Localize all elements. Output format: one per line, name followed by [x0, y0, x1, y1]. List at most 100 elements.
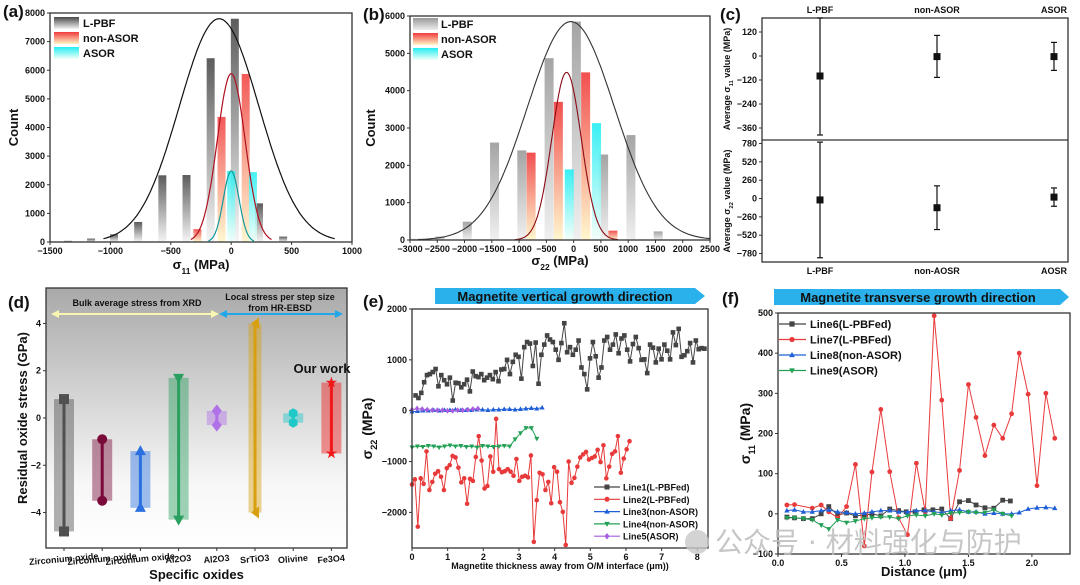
- histogram-bar-l-pbf: [599, 154, 609, 240]
- data-point: [484, 375, 490, 380]
- y-tick-label: 780: [742, 139, 757, 149]
- data-point: [673, 342, 679, 348]
- y-axis-label: σ22 (MPa): [359, 398, 379, 460]
- range-marker-max: [251, 317, 259, 330]
- data-point: [560, 509, 566, 515]
- data-point: [878, 507, 884, 513]
- data-point: [982, 453, 988, 458]
- x-tick-label: 4: [552, 552, 557, 562]
- x-tick-label: −2000: [452, 244, 477, 254]
- watermark-text: 公众号 · 材料强化与防护: [715, 526, 1022, 559]
- data-point: [455, 407, 460, 414]
- data-point: [527, 341, 533, 346]
- data-point: [424, 372, 430, 378]
- data-point: [540, 471, 545, 477]
- legend-swatch: [413, 48, 438, 60]
- category-label: Olivine: [278, 553, 309, 566]
- data-point: [595, 447, 600, 453]
- histogram-bar-asor: [564, 169, 574, 240]
- data-point: [496, 406, 502, 412]
- data-point: [606, 464, 612, 469]
- data-point: [569, 480, 574, 486]
- data-point: [599, 365, 604, 370]
- data-point: [463, 444, 469, 450]
- our-work-label: Our work: [293, 361, 351, 376]
- data-point: [590, 339, 596, 345]
- x-axis-label: Specific oxides: [149, 567, 244, 582]
- data-point: [948, 511, 954, 516]
- data-point: [584, 387, 590, 392]
- x-tick-label: 3: [516, 552, 521, 562]
- data-point: [1052, 435, 1058, 441]
- gaussian-fit-l-pbf: [418, 21, 711, 241]
- data-point: [528, 453, 534, 458]
- histogram-bar-l-pbf: [490, 142, 500, 240]
- y-tick-label: 2000: [387, 304, 407, 314]
- range-marker-min: [325, 447, 338, 459]
- legend-marker: [604, 508, 610, 514]
- histogram-bar-asor: [227, 171, 236, 242]
- data-point: [501, 406, 507, 412]
- y-axis-label: Average σ11 value (MPa): [722, 28, 735, 131]
- data-point: [493, 416, 499, 422]
- xrd-annotation: Bulk average stress from XRD: [72, 298, 202, 308]
- mean-marker: [1050, 193, 1058, 201]
- data-point: [690, 360, 696, 365]
- x-tick-label: −500: [161, 246, 181, 256]
- panel-label: (f): [722, 289, 739, 308]
- data-point: [460, 407, 466, 414]
- data-point: [564, 349, 570, 355]
- data-point: [670, 330, 676, 335]
- data-point: [861, 512, 867, 518]
- data-point: [966, 498, 971, 503]
- data-point: [480, 443, 486, 449]
- data-point: [598, 459, 603, 465]
- data-point: [922, 513, 928, 519]
- data-point: [548, 500, 554, 506]
- x-tick-label: 1.0: [899, 558, 912, 568]
- data-point: [607, 347, 613, 352]
- data-point: [470, 478, 476, 484]
- legend-label: L-PBF: [441, 19, 474, 31]
- legend-marker: [789, 321, 795, 327]
- x-tick-label: 1000: [618, 244, 638, 254]
- data-point: [1000, 435, 1006, 441]
- histogram-bar-l-pbf: [158, 175, 167, 242]
- data-point: [439, 372, 444, 378]
- histogram-bar-l-pbf: [462, 221, 472, 240]
- data-point: [546, 479, 551, 485]
- category-label-top: ASOR: [1041, 5, 1068, 15]
- y-axis-label: Count: [6, 108, 21, 146]
- data-point: [791, 506, 798, 512]
- legend-label: ASOR: [441, 49, 473, 61]
- data-point: [809, 505, 815, 511]
- data-point: [485, 407, 491, 413]
- x-tick-label: 0: [571, 244, 576, 254]
- y-tick-label: 4000: [385, 86, 405, 96]
- data-point: [524, 339, 530, 345]
- y-tick-label: 6000: [385, 11, 405, 21]
- data-point: [531, 539, 537, 545]
- x-tick-label: −1500: [479, 244, 504, 254]
- histogram-bar-non-asor: [553, 101, 563, 240]
- data-point: [541, 342, 547, 347]
- data-point: [493, 369, 498, 375]
- data-point: [496, 466, 502, 472]
- data-point: [957, 499, 962, 505]
- x-tick-label: 1.5: [962, 558, 975, 568]
- data-point: [461, 476, 467, 481]
- data-point: [957, 468, 962, 473]
- legend: Line6(L-PBFed) Line7(L-PBFed) Line8(non-AS…: [779, 319, 902, 378]
- data-point: [539, 352, 544, 358]
- legend-label: Line9(ASOR): [810, 366, 878, 378]
- range-marker-max: [211, 404, 222, 418]
- data-point: [624, 447, 629, 452]
- data-point: [693, 338, 699, 343]
- data-point: [642, 357, 647, 362]
- data-point: [447, 375, 453, 380]
- ebsd-annotation: Local stress per step size: [225, 292, 335, 302]
- data-point: [534, 405, 540, 411]
- data-point: [425, 443, 431, 449]
- x-tick-label: −500: [536, 244, 556, 254]
- data-point: [559, 340, 564, 346]
